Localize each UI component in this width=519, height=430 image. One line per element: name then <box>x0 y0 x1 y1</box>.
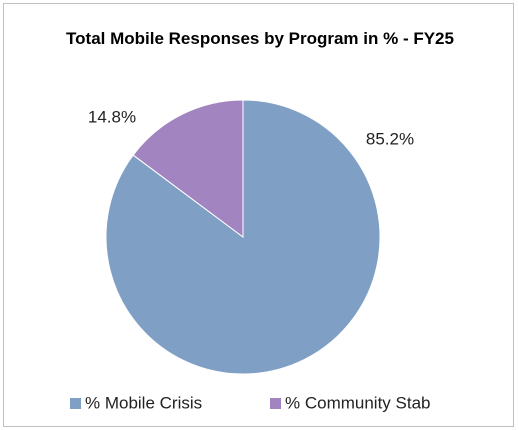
data-label: 85.2% <box>366 129 414 148</box>
legend-swatch <box>70 398 81 409</box>
data-label: 14.8% <box>88 107 136 126</box>
legend-label: % Mobile Crisis <box>85 393 202 412</box>
pie-slice <box>132 99 244 238</box>
pie-slice <box>105 99 381 375</box>
chart-title: Total Mobile Responses by Program in % -… <box>66 29 454 48</box>
legend-label: % Community Stab <box>285 393 431 412</box>
legend-swatch <box>270 398 281 409</box>
